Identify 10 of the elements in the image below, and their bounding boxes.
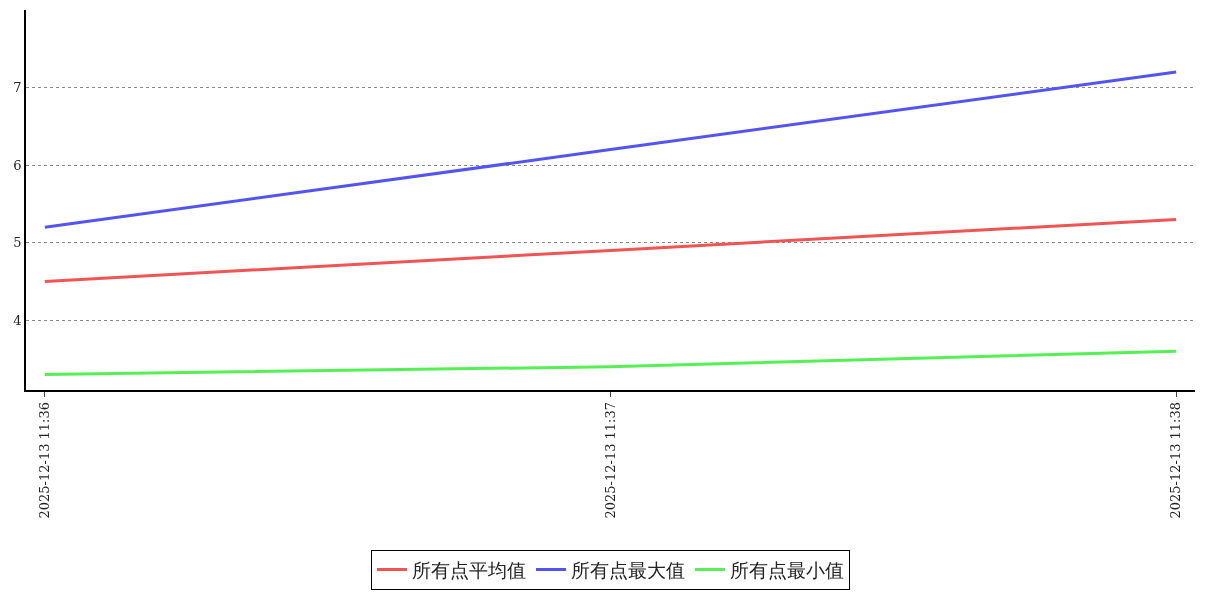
y-tick-label: 7 — [13, 80, 22, 96]
x-tick-label: 2025-12-13 11:38 — [1168, 401, 1184, 519]
x-tick-label: 2025-12-13 11:36 — [37, 401, 53, 519]
legend-label: 所有点最大值 — [571, 558, 685, 581]
y-tick-label: 5 — [13, 235, 22, 251]
x-tick-label: 2025-12-13 11:37 — [602, 401, 618, 519]
legend-label: 所有点最小值 — [730, 558, 844, 581]
y-tick-label: 6 — [13, 157, 22, 173]
legend-label: 所有点平均值 — [412, 558, 526, 581]
y-tick-label: 4 — [13, 312, 22, 328]
